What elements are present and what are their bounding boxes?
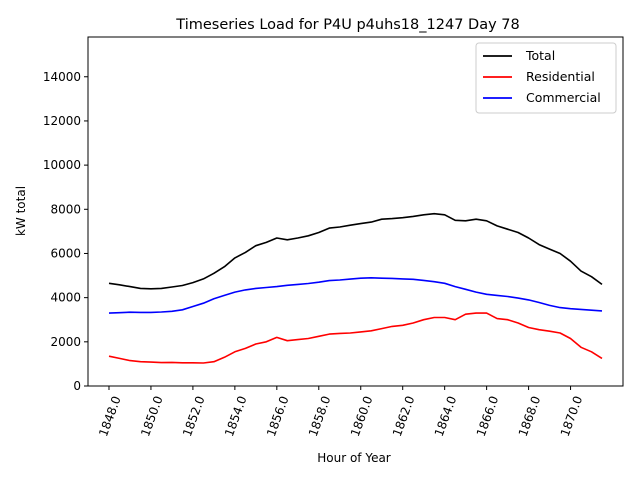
series-line-total bbox=[108, 212, 603, 290]
y-tick-label: 8000 bbox=[50, 202, 81, 216]
x-tick-label: 1866.0 bbox=[474, 394, 502, 438]
series-lines bbox=[108, 212, 603, 364]
x-tick-label: 1860.0 bbox=[348, 394, 376, 438]
y-tick-label: 0 bbox=[73, 379, 81, 393]
y-axis: 0 2000 4000 6000 8000 10000 12000 14000 bbox=[43, 70, 88, 393]
legend-label-commercial: Commercial bbox=[526, 90, 601, 105]
plot-frame bbox=[87, 36, 624, 387]
x-axis: 1848.0 1850.0 1852.0 1854.0 1856.0 1858.0 1860… bbox=[96, 386, 585, 438]
x-tick-label: 1868.0 bbox=[516, 394, 544, 438]
y-axis-label: kW total bbox=[14, 186, 28, 236]
chart-title: Timeseries Load for P4U p4uhs18_1247 Day… bbox=[175, 17, 519, 33]
x-tick-label: 1870.0 bbox=[558, 394, 586, 438]
x-tick-label: 1850.0 bbox=[138, 394, 166, 438]
legend-box bbox=[475, 42, 617, 114]
series-line-commercial bbox=[108, 276, 603, 314]
y-tick-label: 10000 bbox=[43, 158, 81, 172]
x-tick-label: 1848.0 bbox=[96, 394, 124, 438]
x-tick-label: 1854.0 bbox=[222, 394, 250, 438]
y-tick-label: 14000 bbox=[43, 70, 81, 84]
x-tick-label: 1856.0 bbox=[264, 394, 292, 438]
x-tick-label: 1852.0 bbox=[180, 394, 208, 438]
y-tick-label: 6000 bbox=[50, 246, 81, 260]
legend-label-residential: Residential bbox=[526, 69, 595, 84]
x-tick-label: 1858.0 bbox=[306, 394, 334, 438]
x-tick-label: 1864.0 bbox=[432, 394, 460, 438]
legend-items: Total Residential Commercial bbox=[483, 48, 601, 105]
series-line-residential bbox=[108, 312, 603, 364]
y-tick-label: 12000 bbox=[43, 114, 81, 128]
y-tick-label: 2000 bbox=[50, 335, 81, 349]
y-tick-label: 4000 bbox=[50, 291, 81, 305]
plot-area bbox=[87, 36, 624, 387]
x-tick-label: 1862.0 bbox=[390, 394, 418, 438]
x-axis-label: Hour of Year bbox=[317, 451, 391, 465]
legend-label-total: Total bbox=[525, 48, 555, 63]
legend: Total Residential Commercial bbox=[475, 42, 617, 114]
